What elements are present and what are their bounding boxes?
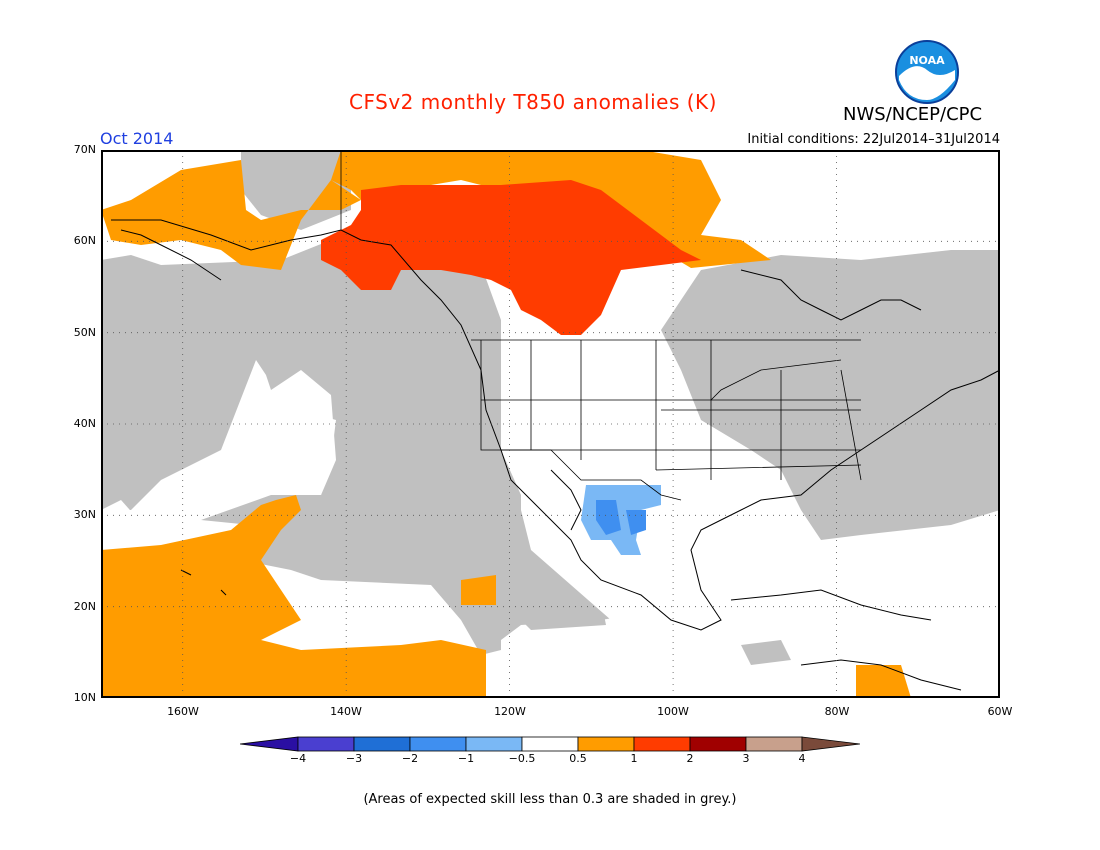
lat-label-70n: 70N: [73, 143, 96, 156]
colorbar-label: −0.5: [508, 752, 536, 765]
lat-label-30n: 30N: [73, 508, 96, 521]
colorbar-upper-triangle: [801, 736, 860, 752]
colorbar-label: 2: [686, 752, 694, 765]
colorbar-segment: [745, 736, 803, 752]
lon-label-160w: 160W: [167, 705, 199, 718]
colorbar-label: 3: [742, 752, 750, 765]
lon-label-60w: 60W: [987, 705, 1013, 718]
lat-label-40n: 40N: [73, 417, 96, 430]
colorbar: [240, 736, 860, 752]
colorbar-segment: [409, 736, 467, 752]
colorbar-label: −3: [345, 752, 363, 765]
anomaly-map: [101, 150, 1000, 698]
colorbar-segment: [633, 736, 691, 752]
colorbar-segment: [465, 736, 523, 752]
colorbar-segment: [297, 736, 355, 752]
svg-text:NOAA: NOAA: [909, 54, 945, 67]
lat-label-20n: 20N: [73, 600, 96, 613]
colorbar-segment: [577, 736, 635, 752]
colorbar-segment: [521, 736, 579, 752]
lat-label-50n: 50N: [73, 326, 96, 339]
lon-label-120w: 120W: [494, 705, 526, 718]
colorbar-label: −4: [289, 752, 307, 765]
initial-conditions: Initial conditions: 22Jul2014–31Jul2014: [747, 132, 1000, 147]
colorbar-label: 1: [630, 752, 638, 765]
colorbar-segment: [689, 736, 747, 752]
colorbar-label: 4: [798, 752, 806, 765]
lon-label-80w: 80W: [824, 705, 850, 718]
colorbar-label: 0.5: [569, 752, 587, 765]
lat-label-60n: 60N: [73, 234, 96, 247]
lon-label-100w: 100W: [657, 705, 689, 718]
agency-label: NWS/NCEP/CPC: [843, 104, 983, 125]
coastlines: [111, 219, 1000, 691]
skill-footnote: (Areas of expected skill less than 0.3 a…: [363, 792, 737, 807]
colorbar-label: −2: [401, 752, 419, 765]
noaa-logo: NOAA: [895, 40, 959, 104]
anomaly-0p5-to-1: [101, 150, 911, 698]
colorbar-label: −1: [457, 752, 475, 765]
graticule: [101, 150, 1000, 698]
colorbar-segment: [353, 736, 411, 752]
lat-label-10n: 10N: [73, 691, 96, 704]
anomaly-1-to-2: [321, 180, 701, 335]
anomaly-neg2-to-neg1: [596, 500, 646, 535]
chart-title: CFSv2 monthly T850 anomalies (K): [349, 90, 717, 114]
state-boundaries: [340, 150, 862, 501]
lon-label-140w: 140W: [330, 705, 362, 718]
forecast-period: Oct 2014: [100, 129, 174, 148]
colorbar-lower-triangle: [240, 736, 299, 752]
